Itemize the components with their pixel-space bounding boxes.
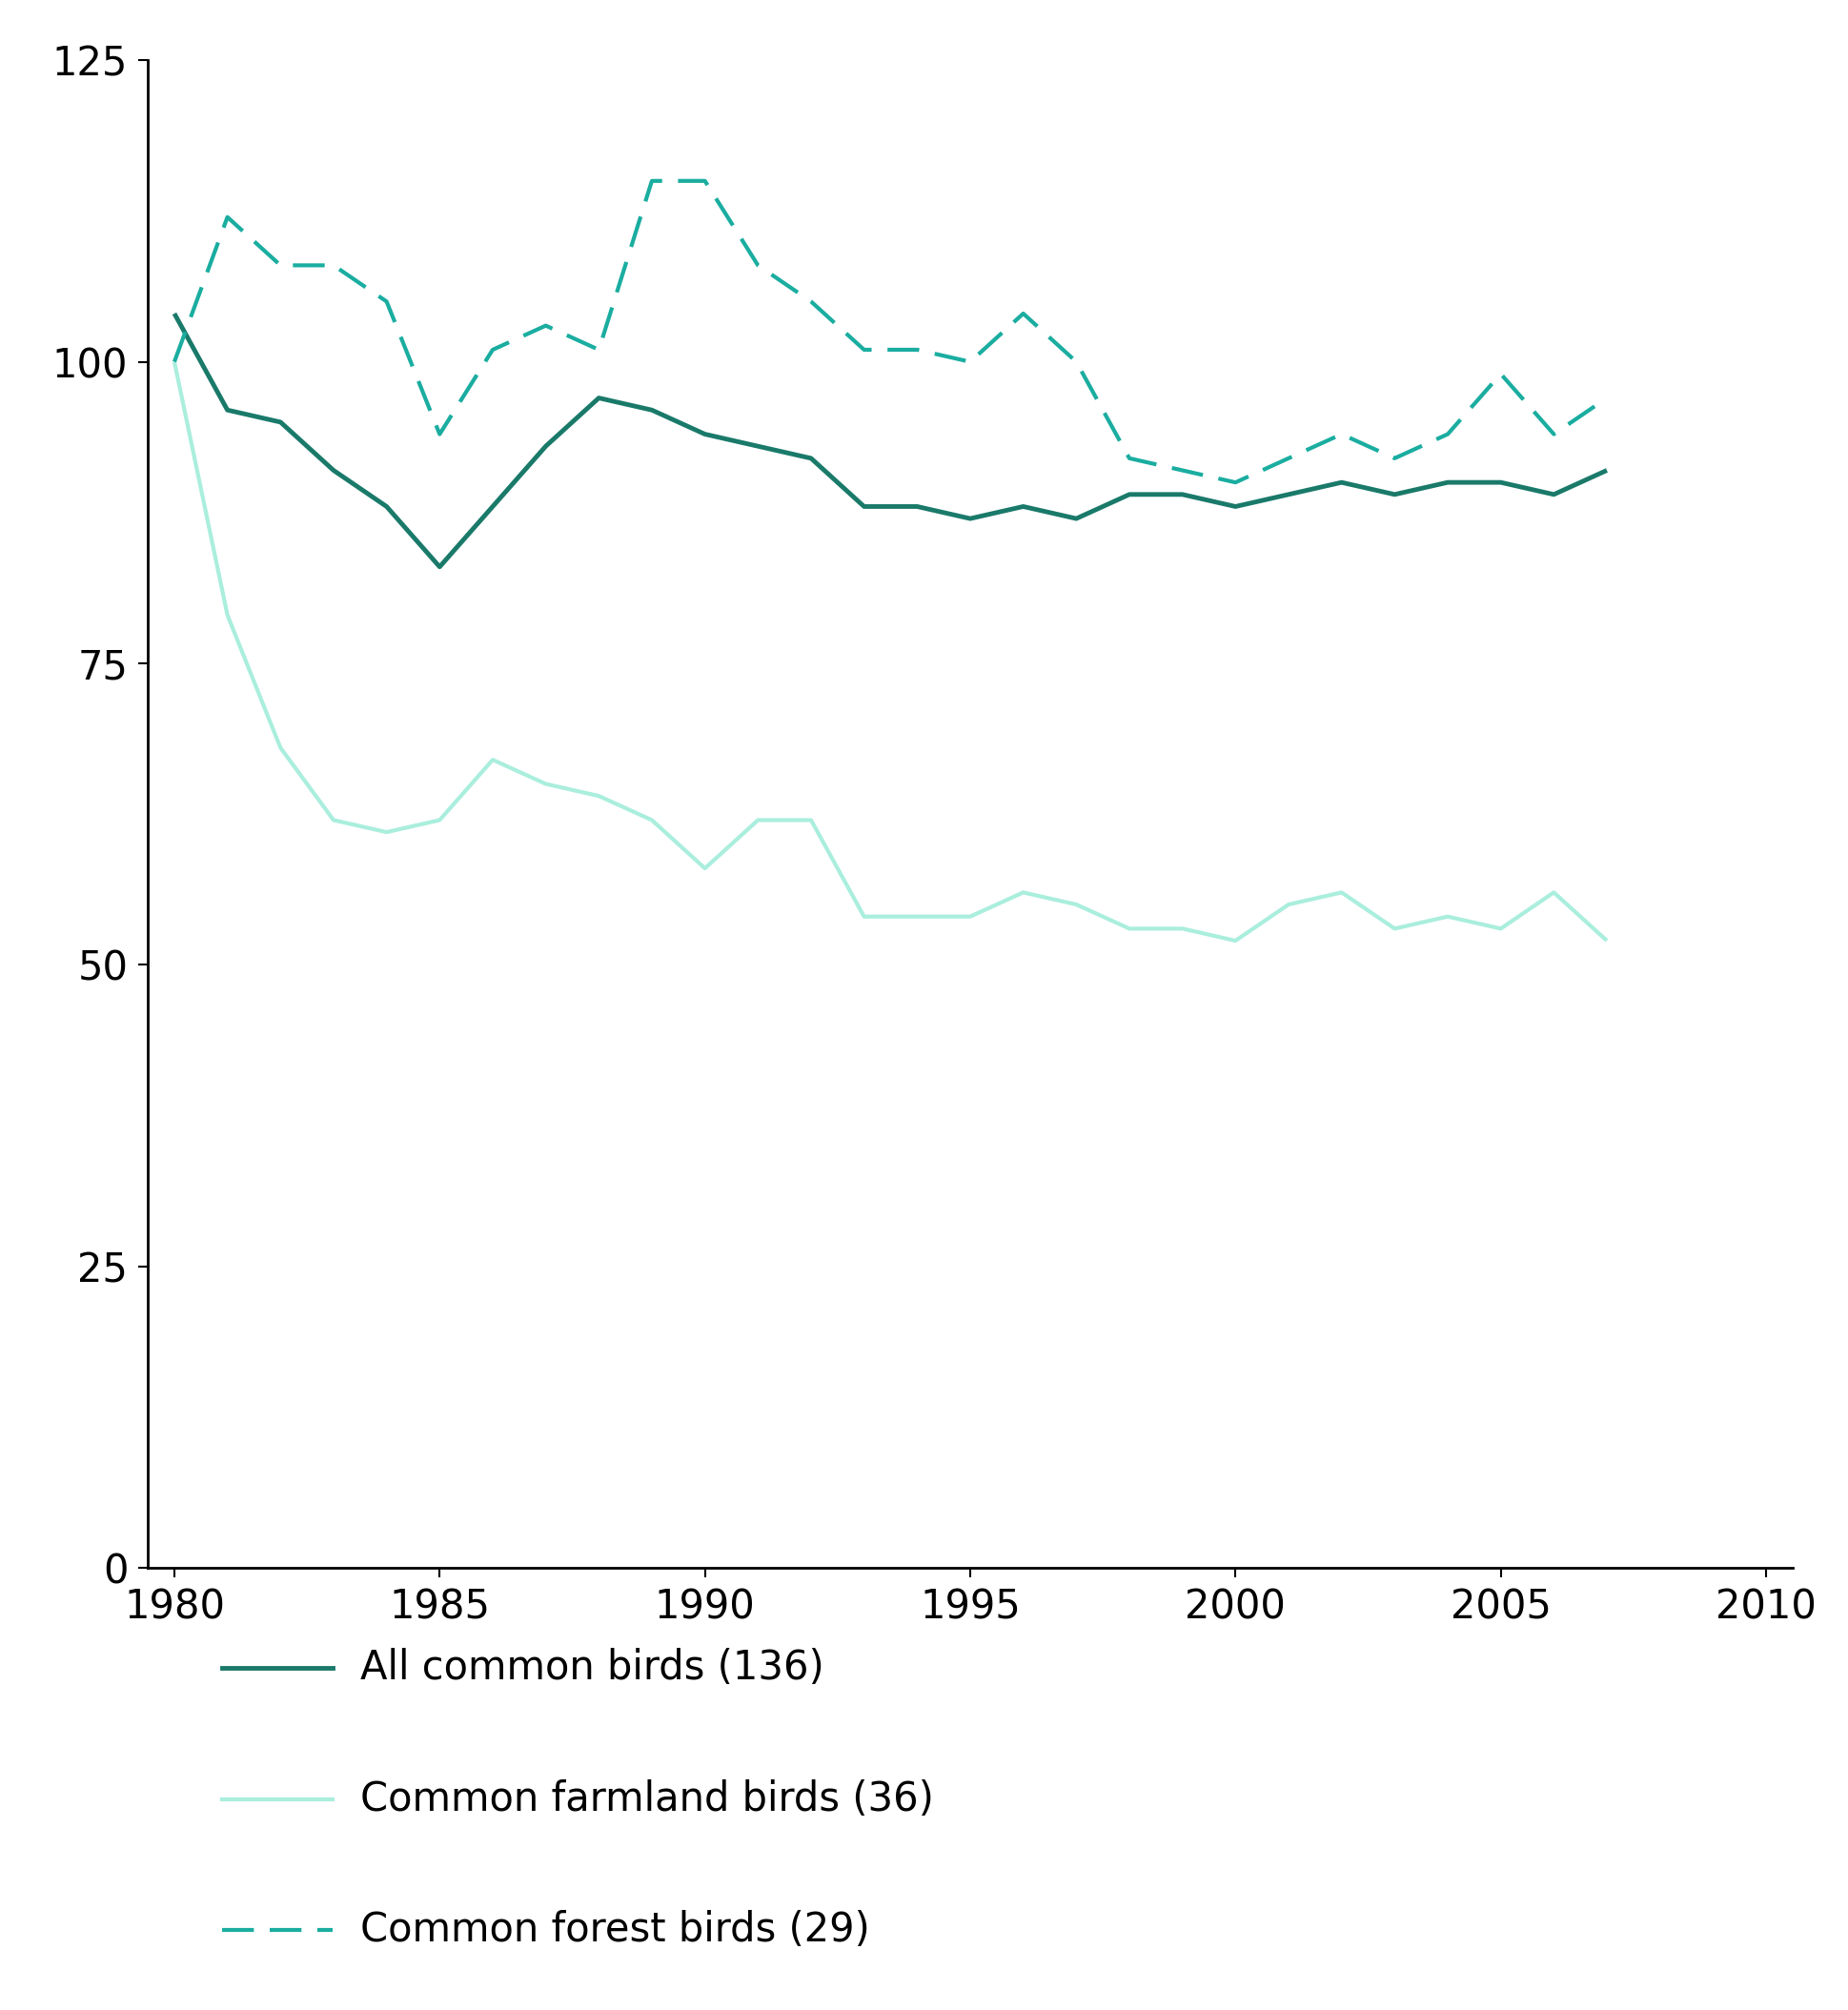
Text: Common forest birds (29): Common forest birds (29) xyxy=(360,1910,870,1950)
Text: Common farmland birds (36): Common farmland birds (36) xyxy=(360,1779,933,1819)
Text: All common birds (136): All common birds (136) xyxy=(360,1648,824,1688)
